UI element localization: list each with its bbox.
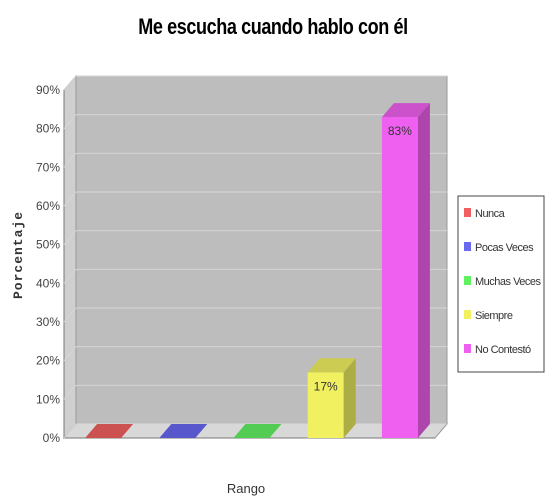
y-tick-label: 80% (36, 122, 60, 136)
y-tick-label: 50% (36, 238, 60, 252)
data-labels: 17% 83% (314, 124, 413, 393)
legend-swatch (464, 310, 471, 319)
bar (307, 358, 356, 438)
bar-front (381, 117, 418, 439)
grid-line-side (63, 385, 77, 400)
bar-side (417, 103, 430, 439)
y-tick-label: 30% (36, 315, 60, 329)
bar (85, 424, 134, 438)
grid-line-side (63, 269, 77, 284)
bar-side (343, 358, 356, 438)
legend-box (457, 195, 545, 373)
data-label: 17% (314, 379, 338, 393)
y-tick-label: 40% (36, 276, 60, 290)
bar-top (85, 424, 134, 438)
legend-swatch (464, 208, 471, 217)
grid-line-side (63, 346, 77, 361)
grid-line-side (63, 75, 77, 91)
legend-entry: Muchas Veces (475, 276, 542, 288)
grid-line-side (63, 423, 77, 439)
grid-line-side (63, 114, 77, 129)
legend-swatch (464, 242, 471, 251)
y-axis-label: Porcentaje (11, 211, 26, 299)
x-axis-label: Rango (227, 481, 265, 496)
data-label: 83% (388, 124, 412, 138)
bar-top (307, 358, 356, 373)
y-axis-ticks: 0% 10% 20% 30% 40% 50% 60% 70% 80% 90% (36, 83, 60, 445)
legend-entry: Pocas Veces (475, 242, 534, 254)
bar-top (159, 424, 208, 438)
y-tick-label: 60% (36, 199, 60, 213)
y-tick-label: 0% (43, 431, 61, 445)
y-tick-label: 70% (36, 160, 60, 174)
y-tick-label: 90% (36, 83, 60, 97)
grid-line-side (63, 153, 77, 168)
y-tick-label: 20% (36, 354, 60, 368)
bar (381, 103, 430, 439)
plot-left-wall (63, 74, 77, 440)
bar (233, 424, 282, 438)
chart-title: Me escucha cuando hablo con él (138, 14, 408, 39)
grid-line-side (63, 230, 77, 245)
bar (159, 424, 208, 438)
grid-line-side (63, 191, 77, 207)
legend-entry: No Contestó (475, 344, 531, 356)
bar-top (233, 424, 282, 438)
grid-line-side (63, 307, 77, 323)
legend-entry: Nunca (475, 208, 506, 220)
y-tick-label: 10% (36, 392, 60, 406)
legend-entry: Siempre (475, 310, 513, 322)
legend-swatch (464, 276, 471, 285)
bar-top (381, 103, 430, 118)
bar-front (307, 372, 344, 438)
legend: Nunca Pocas Veces Muchas Veces Siempre No Co… (457, 195, 545, 373)
bars (85, 103, 430, 439)
legend-swatch (464, 344, 471, 353)
